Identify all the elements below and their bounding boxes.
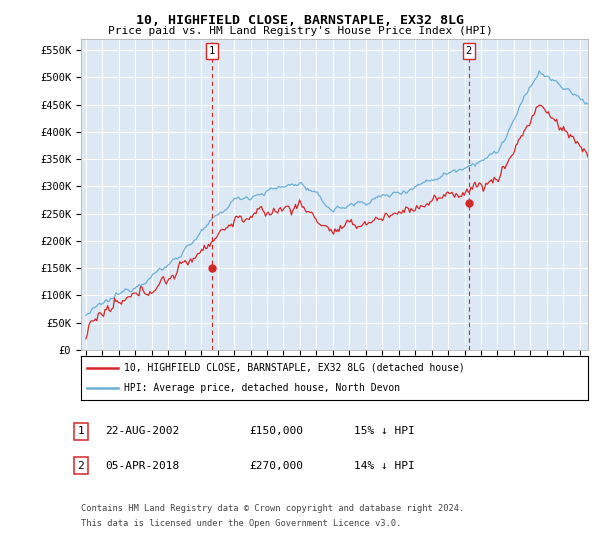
Text: HPI: Average price, detached house, North Devon: HPI: Average price, detached house, Nort… bbox=[124, 383, 400, 393]
Text: £270,000: £270,000 bbox=[249, 461, 303, 471]
Text: 2: 2 bbox=[77, 461, 85, 471]
Text: 22-AUG-2002: 22-AUG-2002 bbox=[105, 426, 179, 436]
Text: 10, HIGHFIELD CLOSE, BARNSTAPLE, EX32 8LG (detached house): 10, HIGHFIELD CLOSE, BARNSTAPLE, EX32 8L… bbox=[124, 363, 465, 373]
Text: This data is licensed under the Open Government Licence v3.0.: This data is licensed under the Open Gov… bbox=[81, 519, 401, 528]
Text: 15% ↓ HPI: 15% ↓ HPI bbox=[354, 426, 415, 436]
Text: 2: 2 bbox=[466, 46, 472, 56]
Text: 1: 1 bbox=[209, 46, 215, 56]
Text: Contains HM Land Registry data © Crown copyright and database right 2024.: Contains HM Land Registry data © Crown c… bbox=[81, 504, 464, 513]
Text: 14% ↓ HPI: 14% ↓ HPI bbox=[354, 461, 415, 471]
Text: 1: 1 bbox=[77, 426, 85, 436]
Text: 05-APR-2018: 05-APR-2018 bbox=[105, 461, 179, 471]
Text: Price paid vs. HM Land Registry's House Price Index (HPI): Price paid vs. HM Land Registry's House … bbox=[107, 26, 493, 36]
Text: 10, HIGHFIELD CLOSE, BARNSTAPLE, EX32 8LG: 10, HIGHFIELD CLOSE, BARNSTAPLE, EX32 8L… bbox=[136, 14, 464, 27]
Text: £150,000: £150,000 bbox=[249, 426, 303, 436]
